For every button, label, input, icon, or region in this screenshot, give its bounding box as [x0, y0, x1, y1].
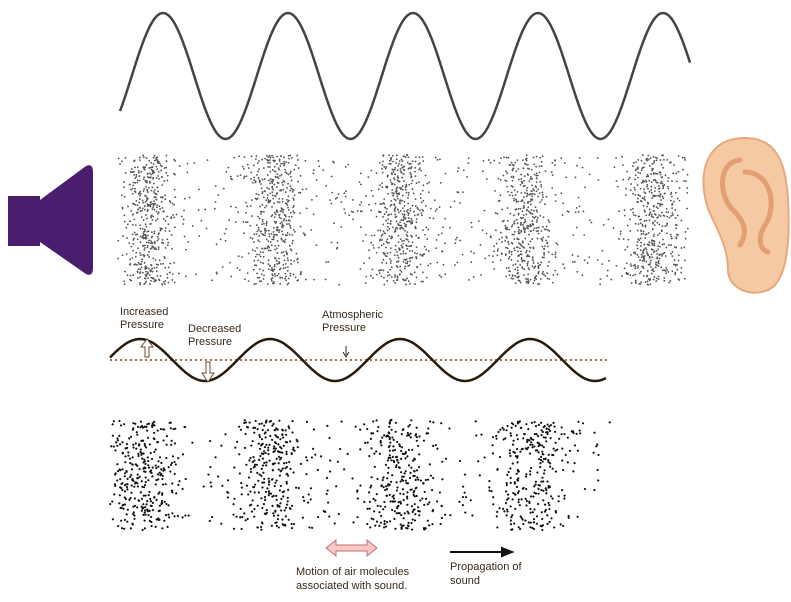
sine-wave [118, 11, 692, 141]
label: Atmospheric Pressure [322, 309, 384, 334]
label: Increased Pressure [120, 306, 168, 331]
legend-text: Motion of air molecules associated with s… [296, 566, 410, 592]
pressure-wave [109, 337, 607, 383]
increase-arrow [140, 338, 154, 358]
motion-arrow [325, 538, 378, 558]
label: Decreased Pressure [188, 323, 241, 348]
ear-outer [702, 136, 790, 294]
molecules-top [117, 154, 689, 286]
atmospheric-arrow [342, 346, 350, 358]
decrease-arrow [201, 361, 215, 383]
propagation-arrow [450, 546, 515, 558]
ear [702, 136, 790, 294]
ear-inner [720, 157, 774, 255]
speaker-cone [40, 165, 93, 275]
speaker [8, 165, 93, 275]
molecules-bottom [109, 418, 611, 532]
legend-text: Propagation of sound [450, 561, 522, 587]
speaker-body [8, 196, 40, 246]
